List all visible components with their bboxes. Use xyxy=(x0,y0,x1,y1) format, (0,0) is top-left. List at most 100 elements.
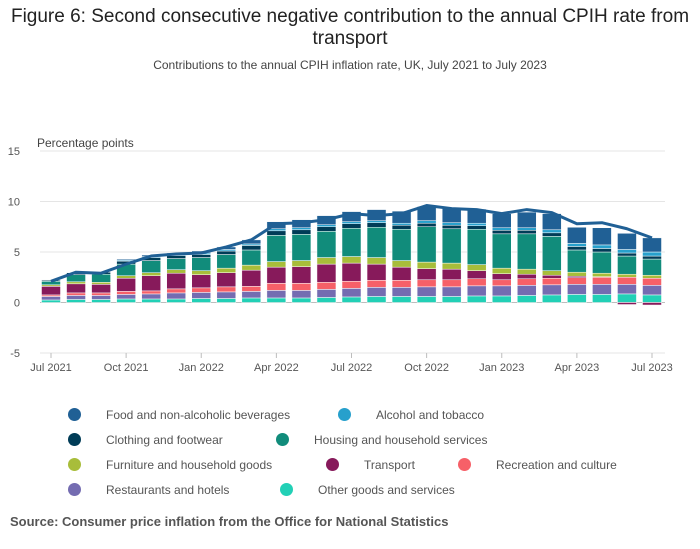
bar-segment xyxy=(91,299,111,303)
bar-segment xyxy=(66,283,86,294)
bar-segment xyxy=(366,263,387,281)
bar-segment xyxy=(216,254,237,269)
bar-segment xyxy=(191,298,211,303)
bar-segment xyxy=(542,284,562,296)
bar-segment xyxy=(266,290,287,299)
legend-label: Alcohol and tobacco xyxy=(376,408,485,422)
bar-segment xyxy=(416,261,437,269)
chart-legend: Food and non-alcoholic beverages Alcohol … xyxy=(62,406,662,506)
bar-segment xyxy=(91,292,111,296)
bar-segment xyxy=(517,230,537,235)
bar-segment xyxy=(542,278,562,286)
bar-segment xyxy=(642,255,662,260)
bar-segment xyxy=(366,220,387,223)
bar-segment xyxy=(517,268,537,275)
bar-segment xyxy=(116,291,136,295)
bar-segment xyxy=(66,281,86,285)
bar-segment xyxy=(316,263,337,283)
legend-label: Clothing and footwear xyxy=(106,433,223,447)
bar-segment xyxy=(466,285,487,297)
bar-segment xyxy=(91,295,111,300)
x-tick-label: Apr 2023 xyxy=(555,362,600,374)
bar-segment xyxy=(366,222,387,228)
bar-segment xyxy=(116,275,136,279)
bar-segment xyxy=(592,294,612,303)
bar-segment xyxy=(41,299,61,303)
bar-segment xyxy=(466,225,487,230)
bar-segment xyxy=(642,278,662,286)
x-tick-labels: Jul 2021 Oct 2021 Jan 2022 Apr 2022 Jul 2022… xyxy=(30,353,673,374)
source-note: Source: Consumer price inflation from th… xyxy=(10,514,449,529)
bar-segment xyxy=(592,244,612,249)
x-tick-label: Oct 2022 xyxy=(404,362,449,374)
bar-segment xyxy=(366,280,387,288)
x-tick-label: Jul 2021 xyxy=(30,362,72,374)
x-tick-label: Jul 2022 xyxy=(331,362,373,374)
bar-segment xyxy=(592,284,612,295)
legend-swatch xyxy=(280,483,293,496)
bar-segment xyxy=(567,227,587,244)
bar-segment xyxy=(241,249,262,266)
bar-segment xyxy=(291,227,312,231)
bar-segment xyxy=(517,211,537,229)
bar-segment xyxy=(241,264,262,271)
bar-segment xyxy=(441,296,462,303)
bar-segment xyxy=(116,298,136,303)
bar-segment xyxy=(216,298,237,303)
bar-segment xyxy=(617,302,637,305)
bar-segment xyxy=(567,284,587,295)
bar-segment xyxy=(567,294,587,303)
bar-segment xyxy=(567,246,587,251)
y-tick-label: 5 xyxy=(14,247,20,259)
bar-segment xyxy=(391,287,412,297)
bar-segment xyxy=(567,243,587,247)
bar-segment xyxy=(291,266,312,284)
bar-segment xyxy=(191,257,211,271)
legend-label: Furniture and household goods xyxy=(106,458,273,472)
legend-swatch xyxy=(68,483,81,496)
bar-segment xyxy=(492,279,512,287)
bar-segment xyxy=(492,267,512,274)
bar-segment xyxy=(441,268,462,281)
bar-segment xyxy=(517,278,537,286)
bar-segment xyxy=(366,227,387,258)
bar-segment xyxy=(266,230,287,236)
bar-segment xyxy=(492,285,512,297)
bar-segment xyxy=(517,295,537,303)
bar-segment xyxy=(542,236,562,271)
bar-segment xyxy=(116,294,136,300)
bar-segment xyxy=(41,296,61,301)
chart-subtitle: Contributions to the annual CPIH inflati… xyxy=(153,58,547,72)
bar-segment xyxy=(166,298,186,303)
bar-segment xyxy=(291,234,312,261)
bar-segment xyxy=(316,297,337,303)
x-tick-label: Apr 2022 xyxy=(254,362,299,374)
bar-segment xyxy=(66,295,86,300)
bar-segment xyxy=(291,260,312,267)
bar-segment xyxy=(466,278,487,287)
bar-segment xyxy=(567,271,587,277)
legend-label: Restaurants and hotels xyxy=(106,483,230,497)
bar-segment xyxy=(391,222,412,226)
bar-segment xyxy=(441,279,462,288)
bar-segment xyxy=(642,294,662,303)
bar-segment xyxy=(391,280,412,288)
bar-segment xyxy=(567,277,587,285)
bar-segment xyxy=(316,289,337,298)
y-tick-label: -5 xyxy=(10,348,20,360)
bar-segment xyxy=(91,273,111,283)
bar-segment xyxy=(316,226,337,232)
chart-title: Figure 6: Second consecutive negative co… xyxy=(10,6,690,49)
bar-segment xyxy=(492,233,512,269)
bar-segment xyxy=(391,296,412,303)
bar-segment xyxy=(441,222,462,226)
bar-segment xyxy=(141,275,161,292)
x-tick-label: Oct 2021 xyxy=(104,362,149,374)
bar-segment xyxy=(441,262,462,270)
bar-segment xyxy=(492,213,512,229)
bar-segment xyxy=(466,222,487,226)
bar-segment xyxy=(341,223,362,229)
bar-segment xyxy=(341,296,362,303)
bar-segment xyxy=(91,282,111,285)
bar-segment xyxy=(241,297,262,303)
